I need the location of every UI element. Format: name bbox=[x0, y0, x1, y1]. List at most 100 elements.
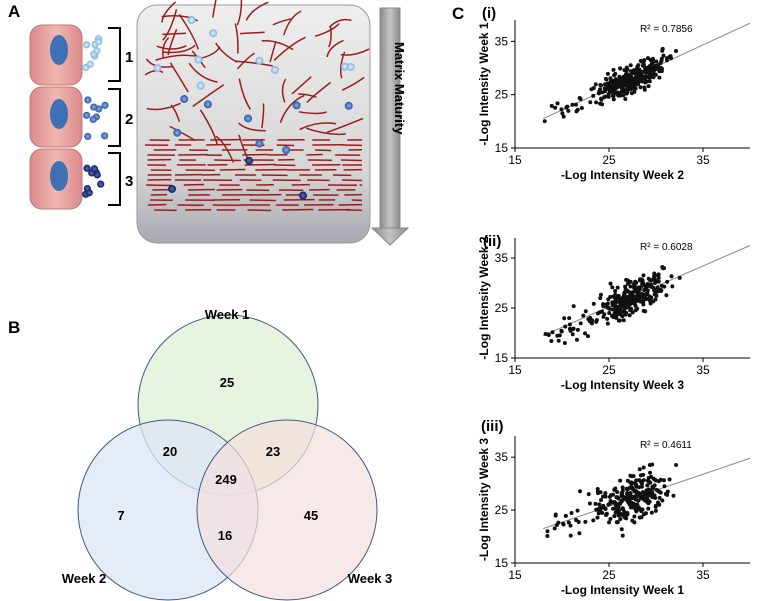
collagen-fiber bbox=[314, 23, 340, 38]
secreted-vesicle bbox=[83, 164, 91, 172]
venn-label-week1: Week 1 bbox=[205, 307, 250, 322]
scatter-point bbox=[611, 67, 616, 72]
scatter-point bbox=[630, 518, 635, 523]
collagen-fiber bbox=[298, 111, 327, 115]
scatter-point bbox=[625, 73, 630, 78]
collagen-fiber bbox=[162, 9, 178, 41]
scatter-point bbox=[653, 297, 658, 302]
secreted-vesicle bbox=[85, 189, 93, 197]
scatter-point bbox=[542, 119, 547, 124]
scatter-point bbox=[632, 89, 637, 94]
collagen-fiber bbox=[188, 62, 218, 83]
matrix-maturity-arrow: Matrix Maturity bbox=[370, 7, 410, 246]
y-axis-title: -Log Intensity Week 3 bbox=[477, 438, 491, 561]
scatter-point bbox=[595, 311, 600, 316]
scatter-point bbox=[621, 93, 626, 98]
collagen-fiber bbox=[328, 25, 332, 48]
y-tick-label: 35 bbox=[495, 34, 509, 48]
scatter-point bbox=[620, 494, 625, 499]
scatter-point bbox=[605, 321, 610, 326]
scatter-point bbox=[562, 316, 567, 321]
scatter-point bbox=[561, 114, 566, 119]
scatter-point bbox=[617, 501, 622, 506]
y-tick-label: 35 bbox=[495, 450, 509, 464]
matrix-vesicle bbox=[255, 139, 264, 148]
scatter-point bbox=[575, 327, 580, 332]
collagen-fiber bbox=[279, 94, 305, 123]
scatter-point bbox=[671, 493, 676, 498]
scatter-point bbox=[662, 484, 667, 489]
scatter-point bbox=[669, 274, 674, 279]
scatter-point bbox=[613, 506, 618, 511]
scatter-point bbox=[612, 514, 617, 519]
scatter-point bbox=[639, 484, 644, 489]
scatter-point bbox=[607, 83, 612, 88]
matrix-vesicle bbox=[203, 100, 212, 109]
scatter-point bbox=[622, 509, 627, 514]
scatter-point bbox=[589, 87, 594, 92]
scatter-point bbox=[618, 517, 623, 522]
scatter-point bbox=[578, 489, 583, 494]
scatter-point bbox=[642, 85, 647, 90]
scatter-point bbox=[569, 510, 574, 515]
scatter-point bbox=[549, 103, 554, 108]
scatter-point bbox=[625, 491, 630, 496]
nucleus-1 bbox=[50, 35, 68, 65]
y-tick-label: 15 bbox=[495, 141, 509, 155]
scatter-point bbox=[646, 506, 651, 511]
scatter-point bbox=[588, 316, 593, 321]
scatter-point bbox=[598, 292, 603, 297]
scatter-point bbox=[566, 520, 571, 525]
x-axis-title: -Log Intensity Week 2 bbox=[561, 168, 684, 182]
scatter-point bbox=[610, 93, 615, 98]
collagen-fibers bbox=[144, 0, 370, 212]
collagen-fiber bbox=[238, 122, 266, 132]
scatter-point bbox=[607, 494, 612, 499]
scatter-point bbox=[624, 305, 629, 310]
scatter-point bbox=[632, 298, 637, 303]
scatter-point bbox=[615, 489, 620, 494]
scatter-point bbox=[571, 304, 576, 309]
scatter-point bbox=[604, 511, 609, 516]
x-axis-title: -Log Intensity Week 3 bbox=[561, 378, 684, 392]
scatter-point bbox=[616, 79, 621, 84]
scatter-point bbox=[631, 474, 636, 479]
scatter-point bbox=[646, 479, 651, 484]
scatter-point bbox=[577, 531, 582, 536]
scatter-point bbox=[669, 56, 674, 61]
scatter-point bbox=[632, 514, 637, 519]
scatter-point bbox=[563, 324, 568, 329]
scatter-point bbox=[585, 334, 590, 339]
scatter-point bbox=[573, 102, 578, 107]
scatter-point bbox=[567, 322, 572, 327]
scatter-point bbox=[586, 492, 591, 497]
scatter-point bbox=[553, 105, 558, 110]
venn-value-all-three: 249 bbox=[215, 472, 237, 487]
scatter-point bbox=[568, 523, 573, 528]
scatter-point bbox=[641, 465, 646, 470]
scatter-point bbox=[618, 66, 623, 71]
scatter-point bbox=[641, 302, 646, 307]
scatter-point bbox=[574, 337, 579, 342]
scatter-point bbox=[563, 513, 568, 518]
x-tick-label: 15 bbox=[508, 153, 522, 167]
x-axis-title: -Log Intensity Week 1 bbox=[561, 583, 684, 597]
panel-label-c: C bbox=[452, 4, 465, 23]
scatter-point bbox=[570, 102, 575, 107]
scatter-point bbox=[596, 511, 601, 516]
scatter-point bbox=[621, 74, 626, 79]
scatter-plot-3: (iii) 15 25 35 15 25 35 -Log Intensity Week 1 -L… bbox=[477, 418, 751, 597]
scatter-point bbox=[552, 526, 557, 531]
secreted-vesicle bbox=[101, 132, 109, 140]
scatter-point bbox=[639, 481, 644, 486]
scatter-point bbox=[556, 520, 561, 525]
collagen-fiber bbox=[328, 18, 352, 28]
scatter-point bbox=[616, 93, 621, 98]
scatter-point bbox=[599, 497, 604, 502]
scatter-point bbox=[632, 489, 637, 494]
scatter-point bbox=[633, 483, 638, 488]
scatter-point bbox=[654, 293, 659, 298]
scatter-point bbox=[646, 84, 651, 89]
scatter-point bbox=[606, 92, 611, 97]
collagen-fiber bbox=[162, 32, 186, 36]
